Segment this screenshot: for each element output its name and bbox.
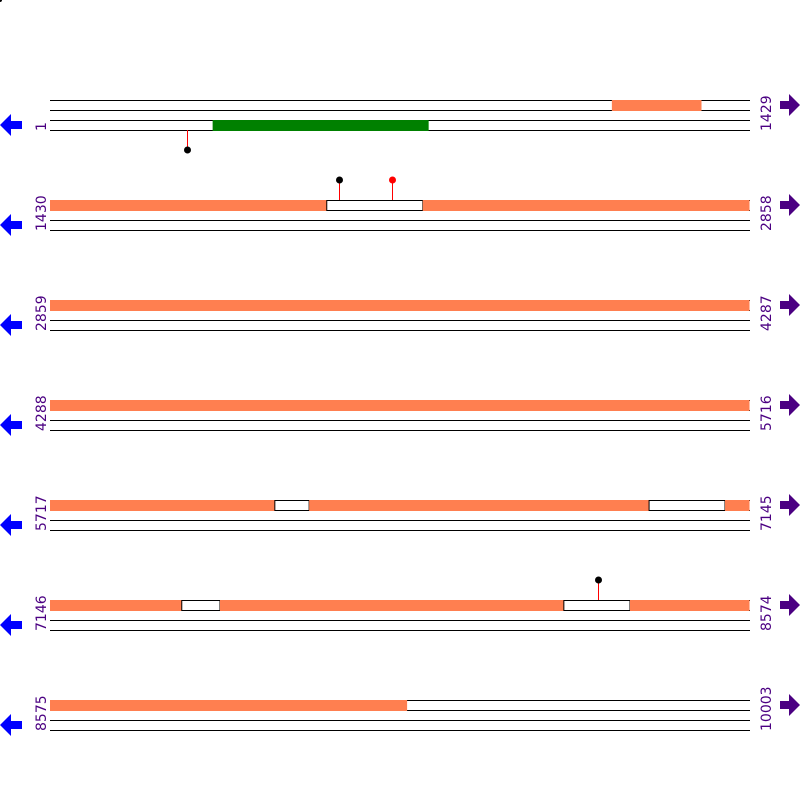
sequence-row: 1430 2858 <box>0 176 800 236</box>
arrow-left-icon[interactable] <box>0 714 22 736</box>
row-end-label: 10003 <box>759 686 775 731</box>
orf-bar <box>50 700 408 711</box>
orf-bar <box>50 500 275 511</box>
arrow-left-icon[interactable] <box>0 614 22 636</box>
arrow-left-icon[interactable] <box>0 214 22 236</box>
arrow-right-icon[interactable] <box>780 394 800 416</box>
arrow-right-icon[interactable] <box>780 194 800 216</box>
row-end-label: 8574 <box>759 595 775 631</box>
row-start-label: 8575 <box>34 695 50 731</box>
arrow-right-icon[interactable] <box>780 594 800 616</box>
row-end-label: 5716 <box>759 395 775 431</box>
arrow-left-icon[interactable] <box>0 514 22 536</box>
orf-bar <box>629 600 750 611</box>
row-start-label: 5717 <box>34 495 50 531</box>
sequence-row: 8575 10003 <box>0 686 800 736</box>
row-end-label: 7145 <box>759 495 775 531</box>
corner-dot <box>0 0 2 2</box>
arrow-left-icon[interactable] <box>0 114 22 136</box>
row-start-label: 4288 <box>34 395 50 431</box>
orf-bar <box>50 200 327 211</box>
orf-bar <box>725 500 750 511</box>
sequence-row: 5717 7145 <box>0 494 800 536</box>
orf-bar <box>219 600 564 611</box>
marker-dot <box>184 146 191 154</box>
orf-bar <box>50 300 750 311</box>
row-start-label: 1 <box>34 122 50 131</box>
sequence-row: 2859 4287 <box>0 294 800 336</box>
row-end-label: 1429 <box>759 95 775 131</box>
marker-dot <box>595 576 602 584</box>
orf-bar <box>422 200 750 211</box>
gap-box <box>648 500 726 511</box>
row-end-label: 4287 <box>759 295 775 331</box>
sequence-row: 7146 8574 <box>0 576 800 636</box>
gap-box <box>563 600 631 611</box>
marker-dot <box>336 176 343 184</box>
orf-bar <box>309 500 650 511</box>
marker-dot <box>389 176 396 184</box>
row-start-label: 7146 <box>34 595 50 631</box>
gap-box <box>326 200 424 211</box>
orf-bar <box>50 400 750 411</box>
gap-box <box>181 600 221 611</box>
sequence-row: 1 1429 <box>0 94 800 154</box>
arrow-right-icon[interactable] <box>780 694 800 716</box>
row-start-label: 2859 <box>34 295 50 331</box>
arrow-right-icon[interactable] <box>780 294 800 316</box>
row-start-label: 1430 <box>34 195 50 231</box>
orf-bar <box>611 100 702 111</box>
arrow-right-icon[interactable] <box>780 494 800 516</box>
sequence-row: 4288 5716 <box>0 394 800 436</box>
row-end-label: 2858 <box>759 195 775 231</box>
gap-box <box>274 500 310 511</box>
arrow-left-icon[interactable] <box>0 314 22 336</box>
green-feature <box>212 120 429 131</box>
arrow-right-icon[interactable] <box>780 94 800 116</box>
arrow-left-icon[interactable] <box>0 414 22 436</box>
orf-bar <box>50 600 182 611</box>
